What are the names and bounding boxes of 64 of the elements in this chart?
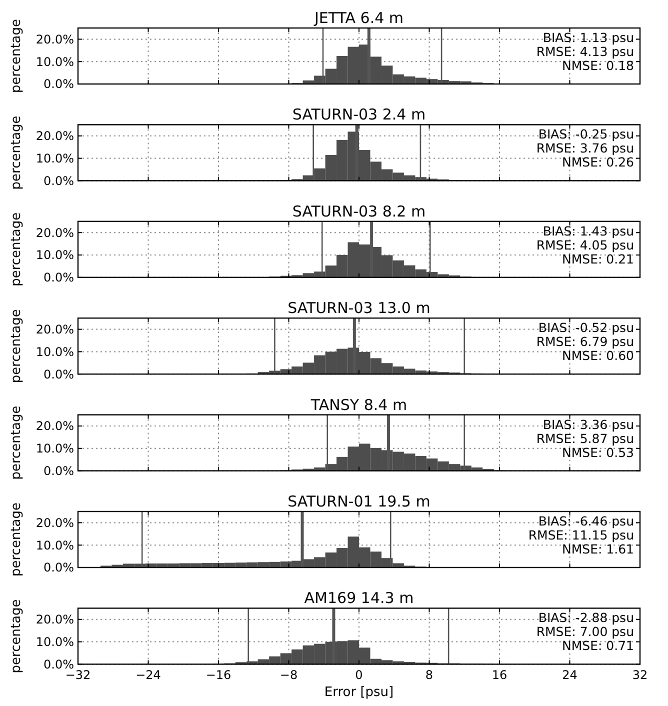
x-tick-label: −8 [280,668,298,682]
y-axis-title: percentage [9,212,24,286]
x-tick-label: 8 [425,668,434,682]
y-axis-title: percentage [9,502,24,577]
y-tick-label: 20.0% [36,612,74,627]
annotation: BIAS: 1.43 psu [542,223,634,238]
annotation: RMSE: 7.00 psu [536,624,634,640]
x-tick-label: 24 [562,668,578,682]
y-tick-label: 20.0% [36,516,74,530]
annotation: RMSE: 3.76 psu [536,140,634,156]
chart-title: AM169 14.3 m [304,589,414,608]
y-tick-label: 20.0% [36,129,74,144]
chart-title: SATURN-03 13.0 m [288,299,430,318]
annotation: NMSE: 0.21 [562,251,634,266]
annotation: NMSE: 0.60 [562,348,634,364]
x-tick-label: −24 [136,668,161,682]
y-tick-label: 0.0% [44,77,74,92]
y-tick-label: 10.0% [36,635,74,649]
annotation: BIAS: -6.46 psu [538,514,634,528]
chart-title: TANSY 8.4 m [310,396,408,414]
x-tick-label: −16 [206,668,232,682]
annotation: NMSE: 0.18 [562,58,634,73]
y-axis-title: percentage [9,116,24,190]
annotation: NMSE: 0.71 [562,638,634,654]
chart-title: SATURN-03 2.4 m [292,106,426,124]
y-axis-title: percentage [9,599,24,674]
y-tick-label: 10.0% [36,538,74,552]
annotation: BIAS: 1.13 psu [542,30,634,45]
annotation: NMSE: 1.61 [562,542,634,556]
y-tick-label: 20.0% [36,322,74,336]
annotation: BIAS: -0.25 psu [538,126,634,142]
y-tick-label: 0.0% [44,270,74,285]
y-tick-label: 10.0% [36,442,74,456]
annotation: NMSE: 0.53 [562,444,634,460]
chart-title: JETTA 6.4 m [313,9,404,27]
y-axis-title: percentage [9,309,24,384]
y-tick-label: 20.0% [36,419,74,434]
y-tick-label: 0.0% [44,464,74,478]
y-tick-label: 10.0% [36,248,74,262]
x-axis-title: Error [psu] [324,685,394,700]
chart-title: SATURN-01 19.5 m [288,492,430,510]
x-tick-label: 0 [355,668,363,682]
y-tick-label: 0.0% [44,367,74,382]
annotation: BIAS: -0.52 psu [538,320,634,336]
y-tick-label: 0.0% [44,560,74,575]
annotation: BIAS: 3.36 psu [542,416,634,432]
x-tick-label: 16 [492,668,508,682]
annotation: NMSE: 0.26 [562,154,634,170]
y-axis-title: percentage [9,406,24,480]
y-tick-label: 10.0% [36,54,74,69]
chart-title: SATURN-03 8.2 m [292,202,426,220]
y-tick-label: 0.0% [44,174,74,188]
y-axis-title: percentage [9,18,24,94]
y-tick-label: 20.0% [36,32,74,46]
y-tick-label: 10.0% [36,152,74,166]
annotation: RMSE: 4.13 psu [536,44,634,59]
annotation: RMSE: 5.87 psu [536,430,634,446]
annotation: RMSE: 4.05 psu [536,237,634,252]
annotation: RMSE: 6.79 psu [536,334,634,350]
annotation: BIAS: -2.88 psu [538,610,634,626]
annotation: RMSE: 11.15 psu [528,528,634,542]
y-tick-label: 20.0% [36,226,74,240]
y-tick-label: 10.0% [36,344,74,359]
x-tick-label: 32 [632,668,648,682]
